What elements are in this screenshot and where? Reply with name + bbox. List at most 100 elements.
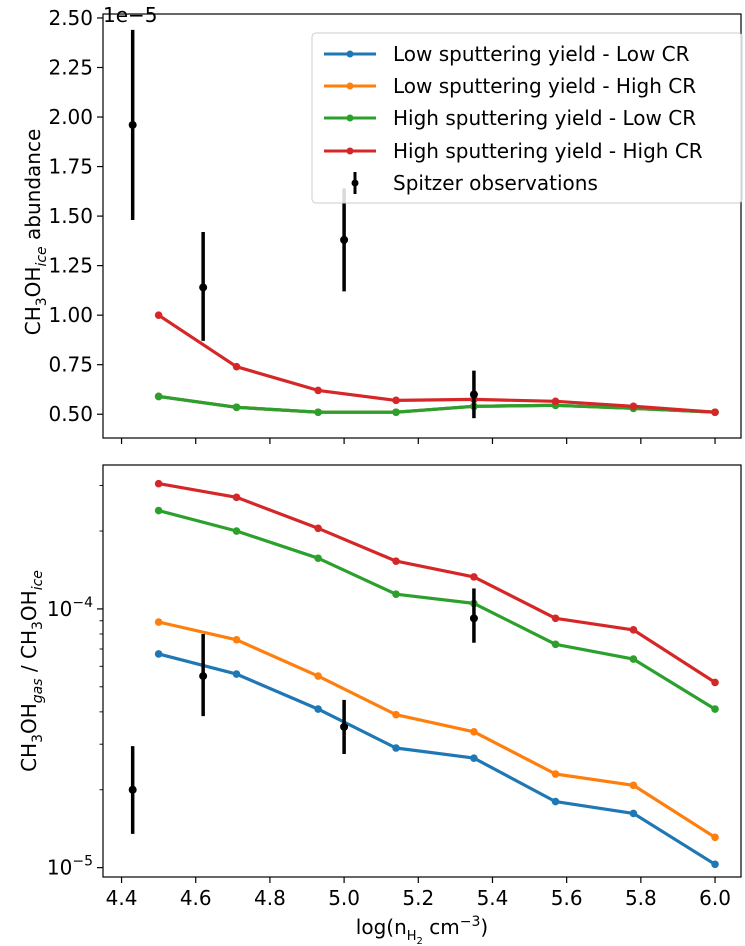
legend: Low sputtering yield - Low CR Low sputte…	[311, 32, 743, 204]
bottom-series-point-1	[392, 710, 400, 719]
bottom-series-point-0	[711, 860, 719, 869]
top-y-tick-label: 1.00	[48, 303, 93, 327]
bottom-series-point-0	[551, 797, 560, 806]
top-series-point-2	[392, 408, 400, 417]
top-panel: 0.50 0.75 1.00 1.25 1.50 1.75 2.00 2.25 2.50 1e−…	[21, 3, 743, 444]
bottom-series-point-3	[629, 626, 638, 634]
bottom-series-point-1	[470, 727, 478, 736]
top-series-line-2	[158, 394, 716, 414]
legend-box	[311, 32, 743, 204]
bottom-y-ticks: 10−4 10−5	[47, 485, 103, 880]
legend-entry-low-high: Low sputtering yield - High CR	[324, 74, 696, 98]
top-y-tick-label: 2.50	[48, 6, 93, 30]
legend-label-low-high: Low sputtering yield - High CR	[393, 74, 696, 98]
top-obs-point	[128, 120, 137, 129]
top-series-point-3	[711, 408, 719, 417]
top-series-point-3	[314, 386, 322, 395]
bottom-series-point-1	[551, 770, 560, 778]
bottom-series-line-1	[158, 620, 716, 839]
bottom-x-tick-label: 4.6	[180, 886, 212, 910]
legend-marker-high-high	[346, 147, 354, 155]
bottom-series-point-1	[314, 672, 322, 680]
top-y-tick-label: 0.50	[48, 402, 93, 426]
bottom-series-point-2	[314, 554, 322, 563]
bottom-series-point-2	[392, 590, 400, 598]
bottom-series-point-3	[154, 479, 163, 488]
bottom-x-tick-label: 5.8	[625, 886, 657, 910]
bottom-panel: 10−4 10−5 4.4 4.6 4.8 5.0 5.2 5.4 5.6 5.8 6.0 CH3…	[17, 464, 742, 946]
bottom-series-point-3	[711, 678, 719, 687]
top-y-tick-label: 1.25	[48, 254, 93, 278]
bottom-observations-group	[128, 588, 478, 834]
bottom-x-tick-label: 5.4	[477, 886, 509, 910]
top-series-point-3	[629, 402, 638, 411]
top-series-line-3	[157, 313, 716, 414]
top-offset-text: 1e−5	[103, 3, 158, 27]
bottom-series-point-2	[629, 655, 638, 663]
top-series-point-3	[392, 396, 400, 405]
top-axes-frame	[102, 13, 742, 439]
top-series-point-3	[551, 397, 560, 406]
bottom-x-tick-label: 4.8	[254, 886, 286, 910]
bottom-series-point-0	[470, 754, 478, 762]
bottom-y-tick-label: 10−5	[47, 854, 93, 880]
legend-entry-high-low: High sputtering yield - Low CR	[324, 106, 696, 130]
bottom-series-point-2	[711, 705, 719, 713]
legend-marker-spitzer	[351, 179, 359, 187]
bottom-series-point-2	[551, 640, 560, 649]
bottom-series-point-0	[232, 670, 241, 678]
bottom-x-ticks: 4.4 4.6 4.8 5.0 5.2 5.4 5.6 5.8 6.0	[106, 877, 731, 910]
bottom-series-point-1	[232, 635, 241, 644]
legend-marker-low-low	[346, 50, 354, 58]
bottom-axes-frame	[102, 464, 742, 878]
top-obs-point	[199, 283, 208, 292]
top-series-point-2	[232, 403, 241, 412]
bottom-y-tick-label: 10−4	[47, 595, 93, 621]
top-series-point-3	[232, 362, 241, 371]
bottom-series-point-1	[629, 781, 638, 790]
bottom-series-line-3	[158, 482, 716, 684]
legend-label-high-low: High sputtering yield - Low CR	[393, 106, 696, 130]
top-y-tick-label: 1.50	[48, 204, 93, 228]
top-obs-point	[469, 390, 478, 399]
bottom-x-tick-label: 5.2	[402, 886, 434, 910]
top-y-axis-label: CH3OHice abundance	[21, 129, 50, 336]
bottom-x-tick-label: 5.0	[328, 886, 360, 910]
bottom-obs-point	[128, 785, 137, 794]
bottom-obs-point	[199, 672, 208, 681]
bottom-series-point-0	[629, 809, 638, 818]
bottom-series-group	[154, 479, 719, 869]
top-series-point-2	[154, 392, 163, 401]
bottom-x-tick-label: 5.6	[551, 886, 583, 910]
top-series-point-3	[154, 311, 163, 319]
top-x-ticks	[120, 438, 716, 444]
bottom-series-point-3	[314, 524, 322, 533]
top-observations-group	[128, 29, 478, 419]
legend-entry-low-low: Low sputtering yield - Low CR	[324, 42, 690, 66]
top-series-group	[154, 311, 719, 417]
legend-entry-spitzer: Spitzer observations	[351, 171, 598, 195]
bottom-series-point-0	[154, 650, 163, 658]
bottom-series-point-3	[392, 557, 400, 565]
top-y-tick-label: 2.00	[48, 105, 93, 129]
bottom-series-point-3	[470, 573, 478, 581]
bottom-series-line-2	[158, 509, 716, 711]
x-axis-label: log(nH2 cm−3)	[356, 914, 488, 946]
bottom-series-point-3	[232, 493, 241, 502]
legend-marker-high-low	[346, 114, 354, 122]
bottom-series-point-2	[232, 527, 241, 535]
legend-entry-high-high: High sputtering yield - High CR	[324, 139, 703, 163]
legend-marker-low-high	[346, 82, 354, 90]
bottom-x-tick-label: 4.4	[106, 886, 138, 910]
bottom-series-point-0	[314, 705, 322, 713]
bottom-series-point-2	[154, 506, 163, 515]
bottom-y-axis-label: CH3OHgas / CH3OHice	[17, 570, 46, 772]
top-y-ticks: 0.50 0.75 1.00 1.25 1.50 1.75 2.00 2.25 2.50	[48, 6, 103, 426]
top-y-tick-label: 2.25	[48, 55, 93, 79]
top-y-tick-label: 0.75	[48, 353, 93, 377]
legend-label-high-high: High sputtering yield - High CR	[393, 139, 703, 163]
legend-label-spitzer: Spitzer observations	[393, 171, 598, 195]
bottom-obs-point	[469, 614, 478, 623]
top-obs-point	[340, 235, 349, 244]
top-series-point-2	[314, 408, 322, 417]
